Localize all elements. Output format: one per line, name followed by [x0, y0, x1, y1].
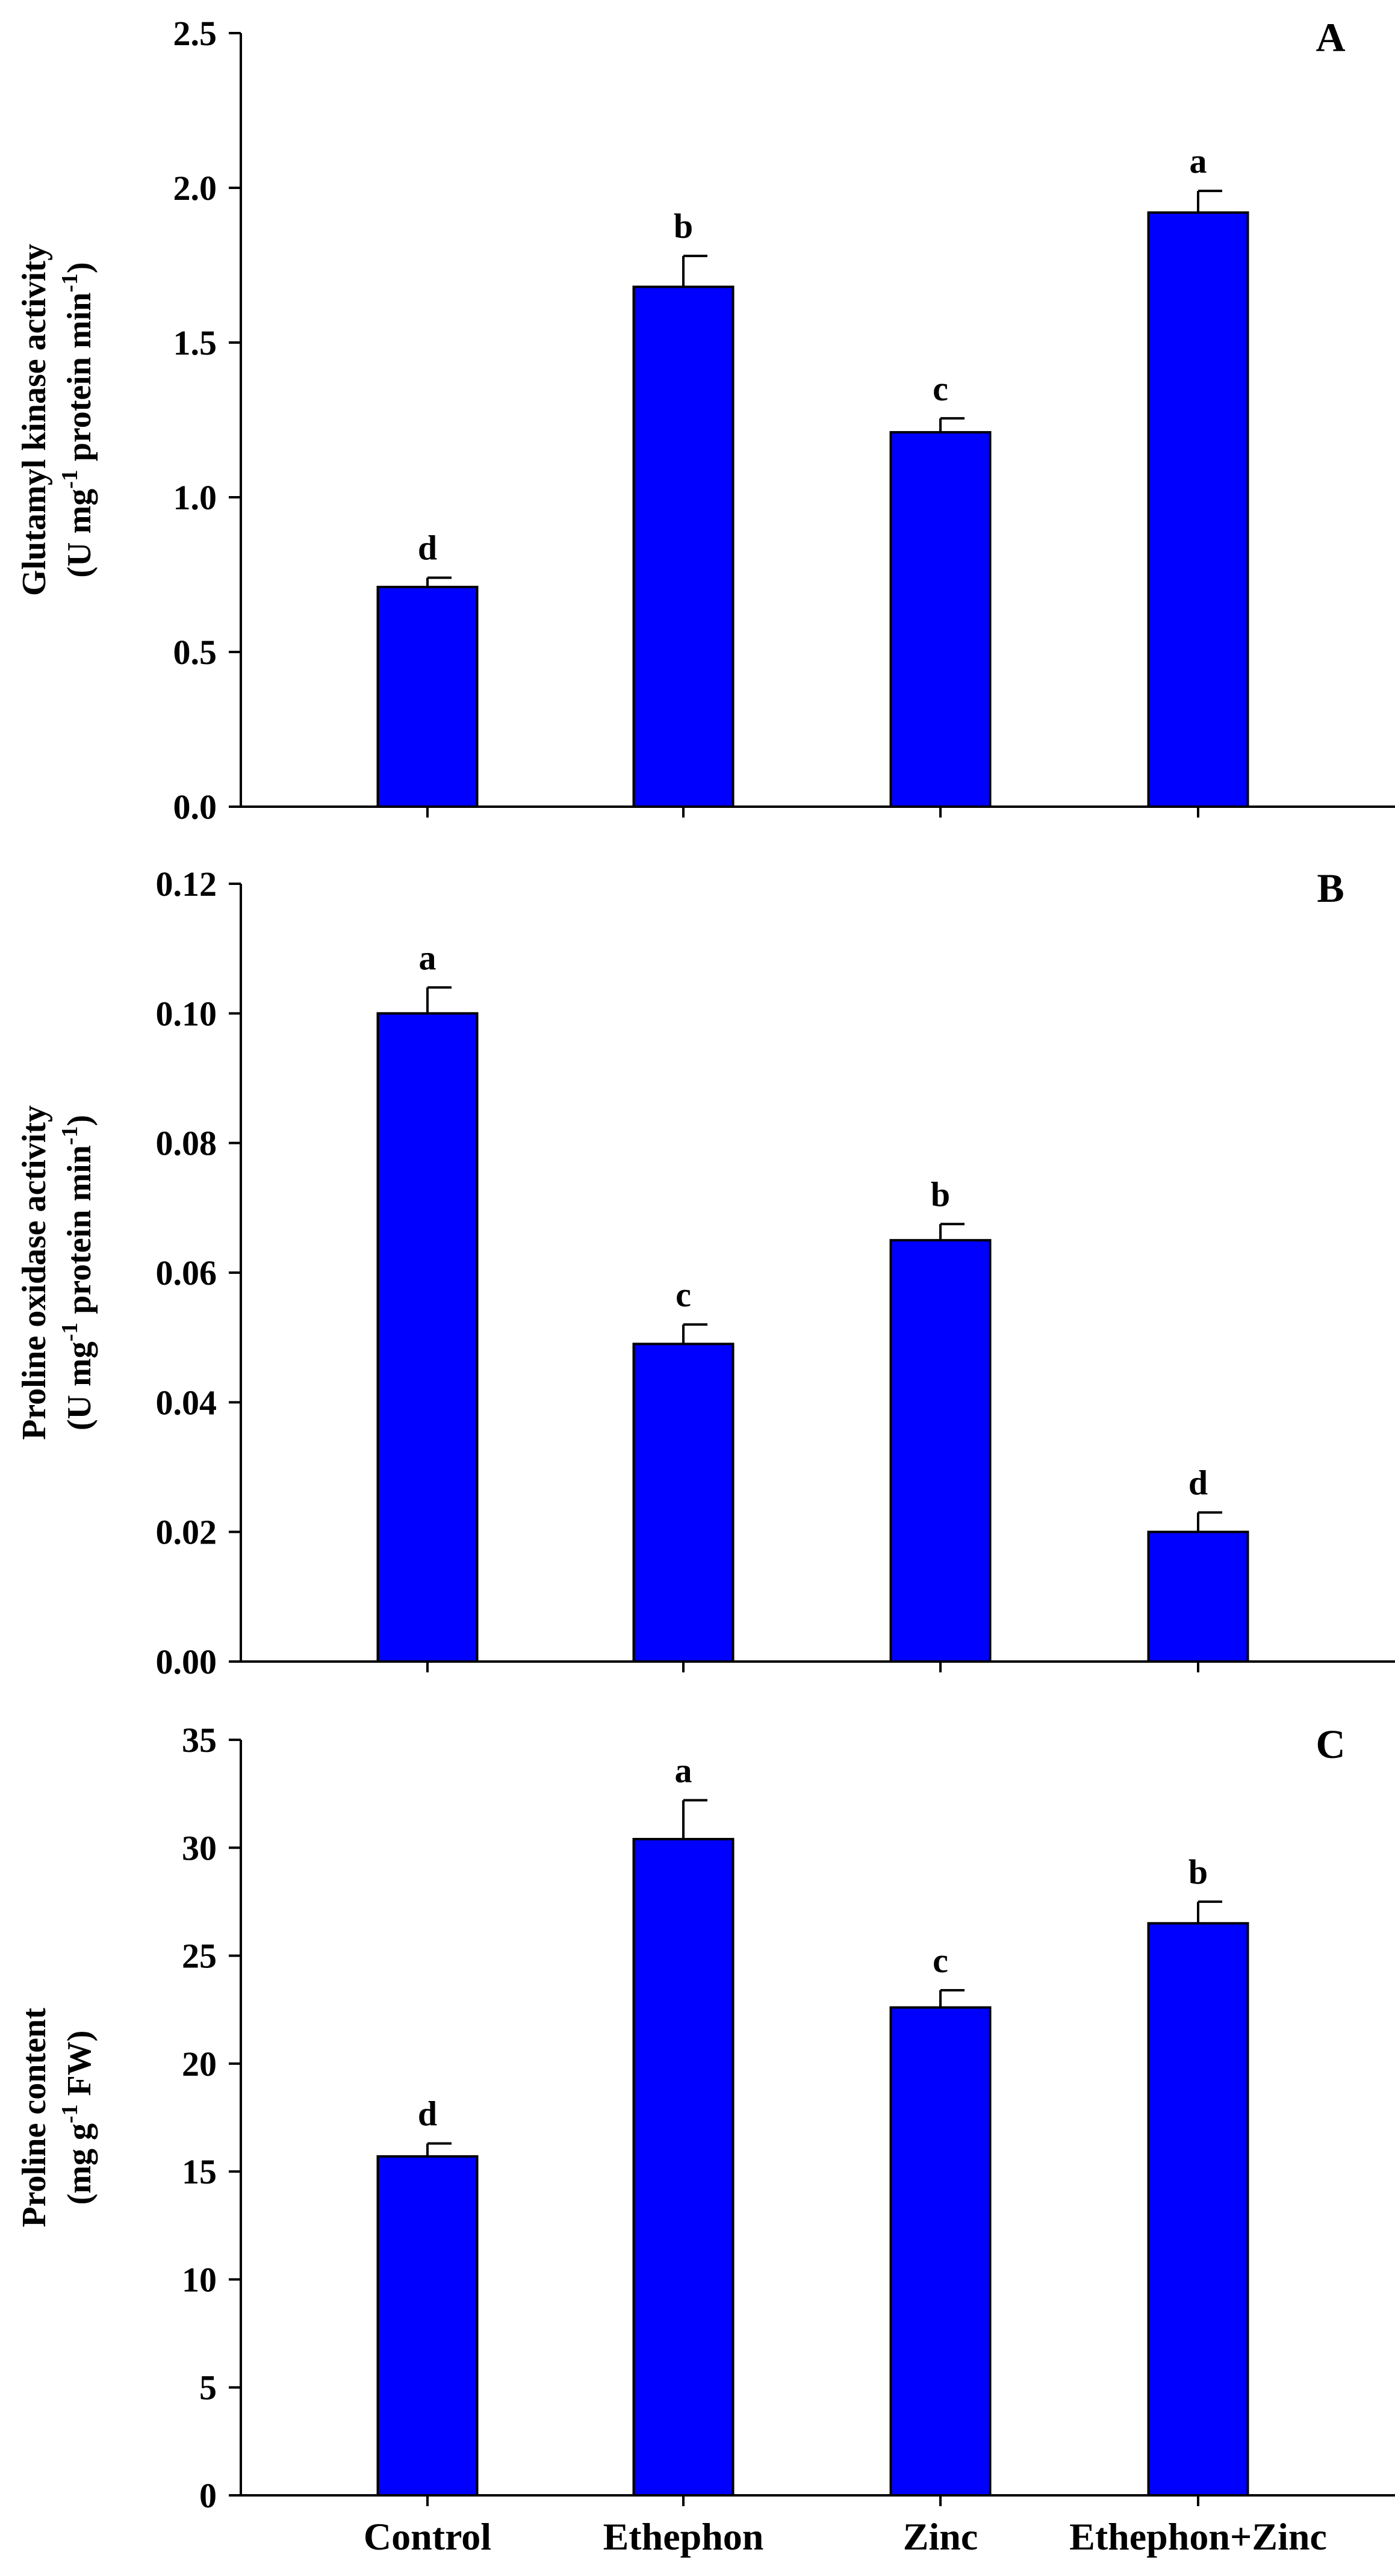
y-tick-label: 0.08 [156, 1124, 217, 1163]
y-tick-label: 0.04 [156, 1383, 217, 1422]
bar [632, 285, 735, 808]
panel-b: 0.00 0.02 0.04 0.06 0.08 0.10 0.12 a c b d B Proline… [16, 864, 1395, 1681]
category-label: Ethephon [603, 2515, 764, 2558]
panel-a: 0.0 0.5 1.0 1.5 2.0 2.5 d b c a A Glutamyl kinase a… [16, 14, 1395, 827]
y-tick-label: 0.5 [173, 633, 217, 672]
y-axis-title-superscript: -1 [57, 2104, 82, 2123]
y-axis-title-part: protein min [61, 1145, 98, 1323]
y-tick-label: 1.0 [173, 478, 217, 517]
significance-label: d [418, 529, 437, 568]
y-tick-label: 0 [199, 2476, 217, 2515]
category-label: Zinc [903, 2515, 978, 2558]
y-axis-title-line2: (U mg-1 protein min-1) [57, 1115, 98, 1430]
bar [889, 2006, 992, 2497]
y-tick-label: 0.02 [156, 1513, 217, 1552]
y-axis-title-line2: (mg g-1 FW) [57, 2031, 98, 2205]
category-label: Ethephon+Zinc [1069, 2515, 1327, 2558]
y-tick-label: 20 [182, 2044, 217, 2084]
y-tick-label: 25 [182, 1937, 217, 1976]
category-label: Control [364, 2515, 491, 2558]
significance-label: a [1190, 141, 1207, 181]
y-axis-title-superscript: -1 [57, 273, 82, 293]
y-axis-title-part: ) [61, 262, 98, 273]
significance-label: b [1188, 1852, 1208, 1892]
y-axis-title-part: (U mg [61, 1341, 98, 1430]
y-tick-label: 0.10 [156, 994, 217, 1033]
significance-label: c [933, 1941, 948, 1980]
y-tick-label: 15 [182, 2152, 217, 2191]
y-tick-label: 2.0 [173, 169, 217, 208]
y-axis-title-line2: (U mg-1 protein min-1) [57, 262, 98, 577]
panel-label: C [1316, 1721, 1345, 1767]
bar [1147, 1530, 1249, 1663]
y-axis-title-superscript: -1 [57, 470, 82, 489]
significance-label: c [676, 1275, 691, 1314]
panels-group: 0.0 0.5 1.0 1.5 2.0 2.5 d b c a A Glutamyl kinase a… [16, 14, 1395, 2558]
y-axis-title-part: (U mg [61, 489, 98, 578]
y-tick-label: 30 [182, 1828, 217, 1867]
panel-label: A [1316, 14, 1345, 60]
significance-label: a [419, 938, 437, 977]
y-axis-title-line1: Proline oxidase activity [16, 1105, 53, 1440]
y-axis-title-part: ) [61, 1115, 98, 1126]
y-tick-label: 35 [182, 1721, 217, 1760]
bar [889, 431, 992, 808]
y-tick-label: 0.12 [156, 864, 217, 904]
y-tick-label: 0.0 [173, 787, 217, 827]
y-tick-label: 5 [199, 2368, 217, 2407]
bar [1147, 1922, 1249, 2497]
y-tick-label: 10 [182, 2260, 217, 2299]
y-axis-title-part: (mg g [61, 2123, 98, 2205]
significance-label: a [675, 1751, 692, 1790]
panel-c: 0 5 10 15 20 25 30 35 d Control a Ethephon c Zinc b Eth… [16, 1721, 1395, 2558]
y-axis-title-superscript: -1 [57, 1126, 82, 1146]
y-tick-label: 2.5 [173, 14, 217, 53]
significance-label: b [674, 206, 693, 246]
significance-label: b [931, 1175, 950, 1214]
y-tick-label: 0.00 [156, 1642, 217, 1681]
bar [376, 586, 479, 808]
bar [376, 1012, 479, 1663]
y-axis-title-part: protein min [61, 293, 98, 470]
bar [1147, 211, 1249, 808]
panel-label: B [1317, 865, 1344, 911]
y-axis-title-part: FW) [61, 2031, 98, 2105]
significance-label: c [933, 369, 948, 408]
y-tick-label: 1.5 [173, 323, 217, 362]
bar [889, 1239, 992, 1663]
y-axis-title-line1: Glutamyl kinase activity [16, 244, 53, 596]
significance-label: d [1188, 1463, 1208, 1502]
y-axis-title-superscript: -1 [57, 1323, 82, 1342]
significance-label: d [418, 2094, 437, 2134]
bar [632, 1837, 735, 2497]
y-axis-title-line1: Proline content [16, 2008, 53, 2227]
bar [376, 2155, 479, 2497]
bar [632, 1342, 735, 1663]
y-tick-label: 0.06 [156, 1253, 217, 1293]
